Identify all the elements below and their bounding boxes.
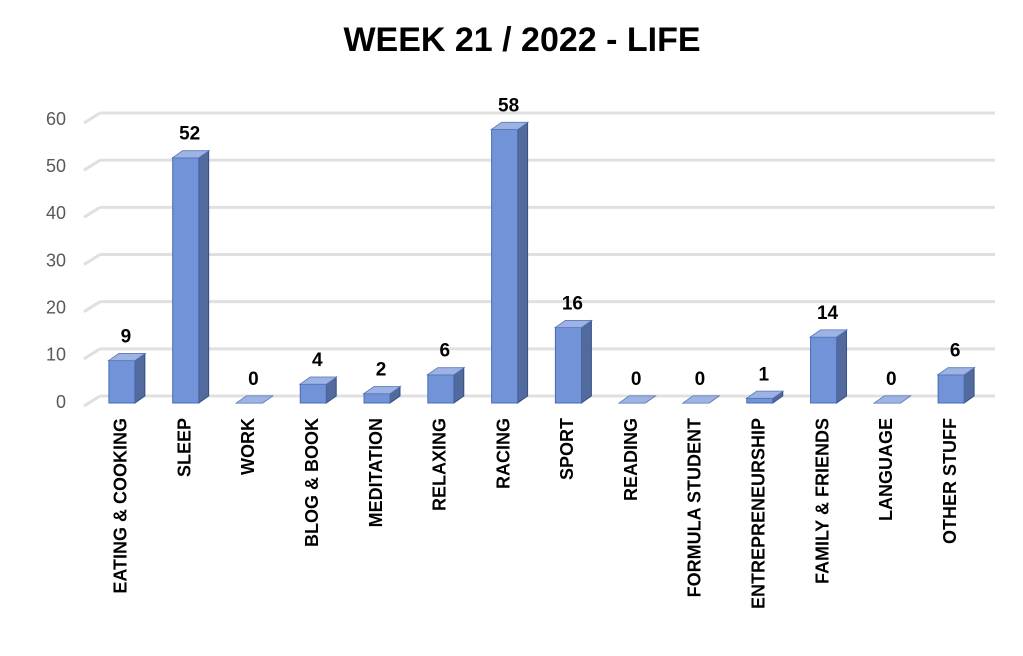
bar-top-light (236, 396, 273, 403)
bar-side-shade (964, 367, 975, 403)
x-tick-label: EATING & COOKING (111, 418, 131, 594)
bar (172, 157, 200, 404)
bar (427, 374, 455, 404)
data-label: 0 (248, 369, 259, 390)
grid-line-side (83, 111, 101, 125)
data-label: 14 (817, 303, 839, 324)
bar-side-shade (390, 386, 401, 403)
bar-top-light (364, 386, 401, 394)
data-label: 58 (498, 95, 519, 116)
bar (299, 383, 327, 404)
bar-top (171, 150, 211, 159)
bar-top-light (874, 396, 911, 403)
x-tick-label: BLOG & BOOK (302, 418, 322, 547)
data-label: 6 (950, 341, 961, 362)
x-tick-label: FAMILY & FRIENDS (812, 418, 832, 584)
bar-side-shade (517, 122, 528, 403)
x-tick-label: MEDITATION (366, 418, 386, 527)
bar-top (872, 395, 912, 404)
bar-top-light (172, 150, 209, 158)
bar (108, 360, 136, 404)
bar (746, 397, 774, 404)
y-tick-label: 0 (56, 392, 66, 412)
bar (810, 336, 838, 404)
y-tick-label: 30 (46, 250, 66, 270)
bar-side-shade (836, 329, 847, 403)
data-label: 16 (562, 294, 583, 315)
bar-side-shade (198, 150, 209, 403)
bar-top-light (810, 329, 847, 337)
bar-top-light (108, 353, 145, 361)
bar-top (426, 367, 466, 376)
x-tick-label: RELAXING (430, 418, 450, 511)
y-tick-label: 20 (46, 297, 66, 317)
y-tick-label: 10 (46, 345, 66, 365)
data-label: 6 (440, 341, 451, 362)
bar-top-light (555, 320, 592, 328)
x-tick-label: LANGUAGE (876, 418, 896, 521)
y-tick-label: 50 (46, 156, 66, 176)
bar-side-shade (134, 353, 145, 403)
y-tick-label: 40 (46, 203, 66, 223)
bar-top (936, 367, 976, 376)
bar-top (553, 320, 593, 329)
bar-top-light (938, 367, 975, 375)
bar-top-light (300, 377, 337, 385)
bar-top (808, 329, 849, 338)
bar (491, 128, 519, 404)
bar-side-shade (581, 320, 592, 403)
bar-top (681, 395, 721, 404)
bar-top (745, 390, 785, 399)
bar-top-light (746, 391, 783, 399)
data-label: 2 (376, 360, 387, 381)
data-label: 0 (886, 369, 897, 390)
data-label: 1 (758, 364, 769, 385)
bar-top (298, 376, 338, 385)
bar-top (107, 353, 147, 362)
x-tick-label: RACING (493, 418, 513, 489)
bar-top (234, 395, 275, 404)
data-label: 4 (312, 350, 323, 371)
grid-line-side (83, 347, 101, 361)
data-label: 52 (179, 124, 200, 145)
x-tick-label: ENTREPRENEURSHIP (749, 418, 769, 609)
bar-top (490, 121, 530, 130)
bar-side-shade (453, 367, 464, 403)
bar (363, 393, 391, 404)
chart-title: WEEK 21 / 2022 - LIFE (343, 21, 700, 59)
y-tick-label: 60 (46, 109, 66, 129)
bar-top (617, 395, 657, 404)
bar-top (362, 386, 402, 395)
bar-top-light (619, 396, 656, 403)
x-tick-label: READING (621, 418, 641, 501)
x-tick-label: FORMULA STUDENT (685, 418, 705, 597)
grid-line-side (83, 253, 101, 266)
grid-line-side (83, 394, 101, 408)
grid-line-side (83, 158, 101, 172)
x-tick-label: OTHER STUFF (940, 418, 960, 544)
x-tick-label: SLEEP (174, 418, 194, 477)
bar (937, 374, 965, 404)
data-label: 9 (121, 327, 132, 348)
x-tick-label: WORK (238, 418, 258, 475)
grid-line-side (83, 206, 101, 219)
bar-top-light (682, 396, 719, 403)
bar-side-shade (326, 377, 337, 403)
bar (554, 327, 582, 404)
data-label: 0 (695, 369, 706, 390)
data-label: 0 (631, 369, 642, 390)
bar-side-shade (772, 391, 783, 403)
x-tick-label: SPORT (557, 418, 577, 480)
bar-top-light (491, 122, 528, 130)
bar-top-light (427, 367, 464, 375)
grid-line-side (83, 300, 101, 313)
